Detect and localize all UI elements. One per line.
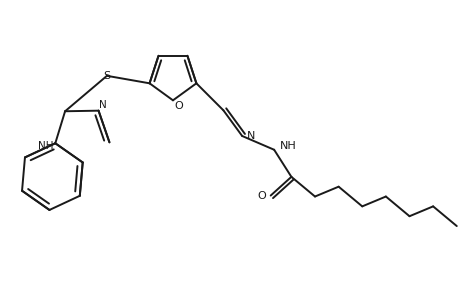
Text: S: S <box>103 71 111 81</box>
Text: N: N <box>99 100 106 110</box>
Text: O: O <box>257 191 266 201</box>
Text: NH: NH <box>280 141 296 151</box>
Text: NH: NH <box>38 141 54 151</box>
Text: O: O <box>174 101 183 111</box>
Text: N: N <box>247 131 255 141</box>
